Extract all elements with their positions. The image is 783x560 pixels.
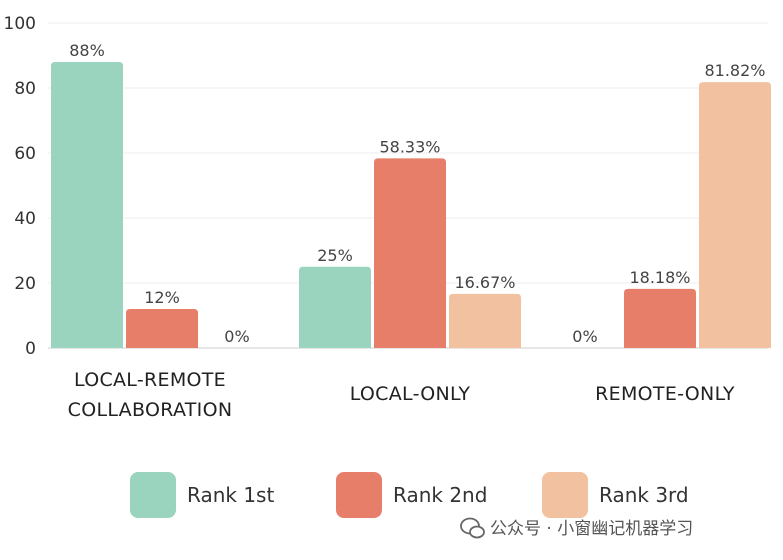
data-label: 0% (224, 327, 249, 346)
data-label: 0% (572, 327, 597, 346)
data-label: 88% (69, 41, 105, 60)
bars (51, 62, 771, 349)
y-tick-label: 60 (14, 144, 36, 164)
data-label: 12% (144, 288, 180, 307)
bar (699, 82, 771, 349)
bar (449, 293, 521, 348)
legend-label: Rank 3rd (599, 483, 689, 507)
data-label: 25% (317, 246, 353, 265)
x-category-label: LOCAL-REMOTE (74, 369, 226, 391)
legend-swatch (130, 472, 176, 518)
watermark-text: 公众号 · 小窗幽记机器学习 (490, 519, 693, 539)
y-tick-label: 100 (4, 14, 36, 34)
x-axis: LOCAL-REMOTE COLLABORATION LOCAL-ONLY REMOT… (68, 369, 735, 421)
y-axis: 0 20 40 60 80 100 (4, 14, 36, 359)
y-tick-label: 0 (25, 339, 36, 359)
watermark: 公众号 · 小窗幽记机器学习 (460, 517, 693, 539)
wechat-icon (460, 517, 485, 539)
bar (299, 266, 371, 348)
data-labels: 88% 25% 0% 12% 58.33% 18.18% 0% 16.67% 81.82% (69, 41, 765, 346)
bar (51, 62, 123, 348)
legend-label: Rank 1st (187, 483, 274, 507)
y-tick-label: 40 (14, 209, 36, 229)
bar (374, 158, 446, 348)
x-category-label: COLLABORATION (68, 399, 233, 421)
bar (126, 309, 198, 348)
bar (624, 288, 696, 348)
data-label: 18.18% (629, 268, 690, 287)
x-category-label: REMOTE-ONLY (595, 383, 735, 405)
data-label: 58.33% (379, 137, 440, 156)
legend-swatch (542, 472, 588, 518)
legend: Rank 1st Rank 2nd Rank 3rd (130, 472, 689, 518)
x-category-label: LOCAL-ONLY (350, 383, 471, 405)
data-label: 16.67% (454, 273, 515, 292)
y-tick-label: 80 (14, 79, 36, 99)
legend-swatch (336, 472, 382, 518)
y-tick-label: 20 (14, 274, 36, 294)
legend-label: Rank 2nd (393, 483, 487, 507)
data-label: 81.82% (704, 61, 765, 80)
